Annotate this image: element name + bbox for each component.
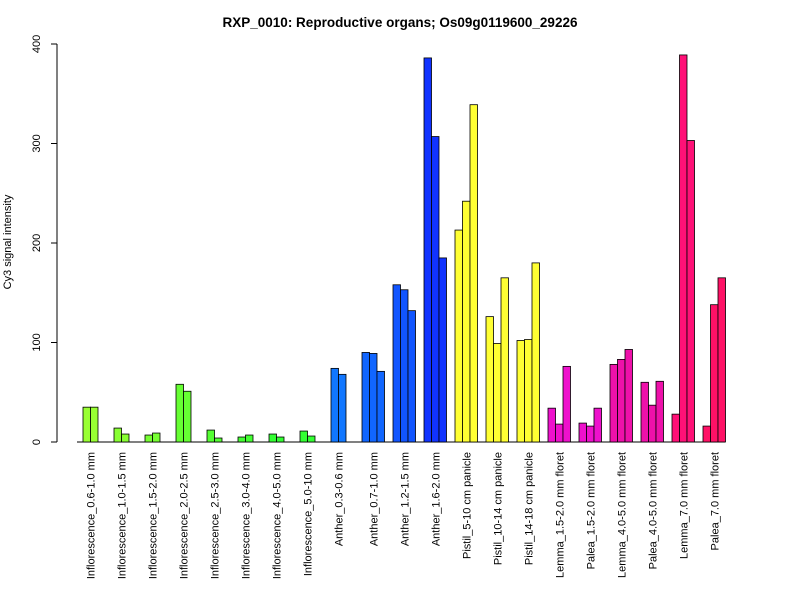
category-labels: Inflorescence_0.6-1.0 mm Inflorescence_1.… <box>86 452 722 579</box>
y-tick-label: 0 <box>31 439 43 445</box>
bar <box>500 277 509 443</box>
category-label: Lemma_7.0 mm floret <box>678 452 690 559</box>
category-label: Anther_1.6-2.0 mm <box>430 452 442 546</box>
bar <box>710 304 719 443</box>
bar <box>624 349 633 443</box>
bar <box>152 432 161 443</box>
category-label: Lemma_4.0-5.0 mm floret <box>616 452 628 578</box>
category-label: Pistil_10-14 cm panicle <box>492 452 504 565</box>
bar <box>338 373 347 443</box>
category-label: Anther_0.7-1.0 mm <box>368 452 380 546</box>
chart-title: RXP_0010: Reproductive organs; Os09g0119… <box>223 15 578 30</box>
category-label: Inflorescence_5.0-10 mm <box>303 452 315 576</box>
category-label: Pistil_5-10 cm panicle <box>461 452 473 559</box>
bar <box>330 367 339 443</box>
bar <box>175 383 184 443</box>
bars-group <box>82 54 726 443</box>
category-label: Inflorescence_0.6-1.0 mm <box>86 452 98 579</box>
bar <box>578 422 587 443</box>
bar <box>268 433 277 443</box>
bar <box>299 430 308 443</box>
bar <box>400 289 409 443</box>
bar <box>617 359 626 443</box>
bar <box>144 434 153 443</box>
y-axis-label: Cy3 signal intensity <box>2 194 14 289</box>
bar <box>640 381 649 443</box>
bar <box>555 423 564 443</box>
bar <box>702 425 711 443</box>
category-label: Inflorescence_1.0-1.5 mm <box>117 452 129 579</box>
bar <box>679 54 688 443</box>
bar <box>276 436 285 443</box>
category-label: Pistil_14-18 cm panicle <box>523 452 535 565</box>
y-tick-label: 400 <box>31 35 43 53</box>
category-label: Inflorescence_2.5-3.0 mm <box>210 452 222 579</box>
bar <box>547 407 556 443</box>
bar <box>516 340 525 443</box>
category-label: Palea_4.0-5.0 mm floret <box>647 452 659 569</box>
y-tick-label: 300 <box>31 134 43 152</box>
bar <box>369 353 378 443</box>
bar <box>113 427 122 443</box>
bar <box>609 363 618 443</box>
y-tick-label: 100 <box>31 333 43 351</box>
bar <box>531 262 540 443</box>
bar <box>423 57 432 443</box>
bar <box>206 429 215 443</box>
bar <box>376 370 385 443</box>
bar <box>407 310 416 443</box>
category-label: Inflorescence_4.0-5.0 mm <box>272 452 284 579</box>
category-label: Anther_0.3-0.6 mm <box>334 452 346 546</box>
bar <box>392 284 401 443</box>
bar <box>717 277 726 443</box>
bar <box>648 404 657 443</box>
bar <box>121 433 130 443</box>
bar <box>524 339 533 443</box>
bar <box>431 136 440 443</box>
category-label: Lemma_1.5-2.0 mm floret <box>554 452 566 578</box>
bar <box>90 406 99 443</box>
y-tick-label: 200 <box>31 234 43 252</box>
category-label: Inflorescence_3.0-4.0 mm <box>241 452 253 579</box>
bar <box>183 390 192 443</box>
y-axis: 0 100 200 300 400 <box>31 35 58 445</box>
bar <box>493 343 502 443</box>
category-label: Inflorescence_2.0-2.5 mm <box>179 452 191 579</box>
bar <box>361 352 370 443</box>
bar <box>686 140 695 443</box>
bar <box>671 413 680 443</box>
bar <box>237 436 246 443</box>
bar <box>469 104 478 443</box>
bar <box>438 257 447 443</box>
category-label: Palea_1.5-2.0 mm floret <box>585 452 597 569</box>
bar <box>593 407 602 443</box>
bar <box>454 229 463 443</box>
bar <box>214 437 223 443</box>
category-label: Anther_1.2-1.5 mm <box>399 452 411 546</box>
category-label: Palea_7.0 mm floret <box>709 452 721 550</box>
bar <box>245 434 254 443</box>
bar <box>586 425 595 443</box>
bar <box>485 316 494 443</box>
category-label: Inflorescence_1.5-2.0 mm <box>148 452 160 579</box>
bar <box>462 200 471 443</box>
bar <box>562 365 571 443</box>
bar <box>655 380 664 443</box>
bar <box>307 435 316 443</box>
bar <box>82 406 91 443</box>
